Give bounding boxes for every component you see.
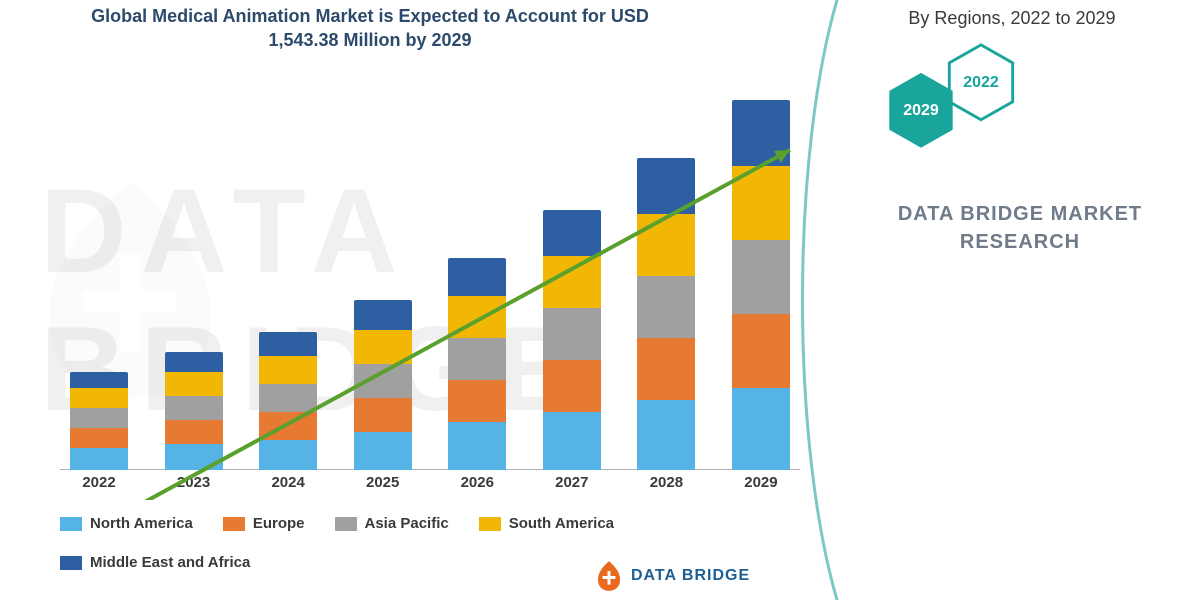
- bar-segment: [448, 338, 506, 380]
- hex-badge-2029: 2029: [885, 70, 957, 152]
- bar-column: [354, 300, 412, 470]
- x-axis-label: 2027: [543, 474, 601, 500]
- bar-segment: [543, 210, 601, 256]
- legend-item: Asia Pacific: [335, 515, 449, 532]
- brand-line-2: RESEARCH: [960, 231, 1080, 253]
- footer-logo-icon: [595, 560, 623, 592]
- bar-segment: [543, 256, 601, 308]
- bar-segment: [70, 372, 128, 388]
- bar-segment: [637, 214, 695, 276]
- legend-item: Middle East and Africa: [60, 554, 250, 571]
- bar-segment: [354, 432, 412, 470]
- bar-segment: [259, 440, 317, 470]
- brand-label: DATA BRIDGE MARKET RESEARCH: [870, 200, 1170, 256]
- bar-segment: [354, 364, 412, 398]
- bar-segment: [354, 300, 412, 330]
- legend-item: North America: [60, 515, 193, 532]
- hex-badge-label: 2029: [903, 102, 939, 120]
- bar-segment: [165, 372, 223, 396]
- brand-line-1: DATA BRIDGE MARKET: [898, 203, 1142, 225]
- bar-segment: [165, 352, 223, 372]
- figure-canvas: DATA BRIDGE Global Medical Animation Mar…: [0, 0, 1200, 600]
- bar-segment: [732, 166, 790, 240]
- x-axis-label: 2025: [354, 474, 412, 500]
- bar-segment: [259, 356, 317, 384]
- bar-column: [448, 258, 506, 470]
- bar-segment: [165, 396, 223, 420]
- chart-subtitle: By Regions, 2022 to 2029: [842, 8, 1182, 29]
- bar-column: [165, 352, 223, 470]
- legend-swatch: [60, 517, 82, 531]
- bar-segment: [543, 412, 601, 470]
- bars-container: [60, 70, 800, 470]
- footer-brand-text: DATA BRIDGE: [631, 567, 750, 585]
- x-axis-label: 2024: [259, 474, 317, 500]
- bar-segment: [165, 444, 223, 470]
- x-axis-label: 2026: [448, 474, 506, 500]
- bar-column: [543, 210, 601, 470]
- bar-segment: [637, 158, 695, 214]
- legend-swatch: [479, 517, 501, 531]
- stacked-bar-chart: 2022 2023 2024 2025 2026 2027 2028 2029: [60, 70, 800, 500]
- bar-column: [70, 372, 128, 470]
- legend-label: Asia Pacific: [365, 515, 449, 532]
- x-axis-labels: 2022 2023 2024 2025 2026 2027 2028 2029: [60, 474, 800, 500]
- bar-segment: [543, 360, 601, 412]
- bar-segment: [637, 276, 695, 338]
- bar-segment: [637, 400, 695, 470]
- hex-badge-label: 2022: [963, 74, 999, 92]
- legend-label: Middle East and Africa: [90, 554, 250, 571]
- legend-label: North America: [90, 515, 193, 532]
- bar-segment: [732, 388, 790, 470]
- x-axis-label: 2028: [637, 474, 695, 500]
- bar-segment: [732, 314, 790, 388]
- bar-segment: [354, 398, 412, 432]
- x-axis-label: 2022: [70, 474, 128, 500]
- bar-segment: [732, 240, 790, 314]
- legend-swatch: [223, 517, 245, 531]
- legend-swatch: [335, 517, 357, 531]
- legend-item: South America: [479, 515, 614, 532]
- bar-segment: [448, 258, 506, 296]
- bar-segment: [448, 380, 506, 422]
- bar-segment: [259, 384, 317, 412]
- bar-segment: [70, 428, 128, 448]
- x-axis-label: 2029: [732, 474, 790, 500]
- bar-segment: [448, 296, 506, 338]
- bar-column: [259, 332, 317, 470]
- legend-item: Europe: [223, 515, 305, 532]
- legend-label: Europe: [253, 515, 305, 532]
- bar-column: [732, 100, 790, 470]
- bar-segment: [259, 332, 317, 356]
- footer-logo: DATA BRIDGE: [595, 560, 750, 592]
- x-axis-label: 2023: [165, 474, 223, 500]
- bar-segment: [448, 422, 506, 470]
- bar-segment: [354, 330, 412, 364]
- bar-segment: [70, 388, 128, 408]
- chart-title: Global Medical Animation Market is Expec…: [90, 4, 650, 53]
- bar-segment: [70, 448, 128, 470]
- bar-segment: [259, 412, 317, 440]
- bar-segment: [543, 308, 601, 360]
- bar-segment: [732, 100, 790, 166]
- bar-segment: [165, 420, 223, 444]
- bar-column: [637, 158, 695, 470]
- legend-label: South America: [509, 515, 614, 532]
- bar-segment: [70, 408, 128, 428]
- legend-swatch: [60, 556, 82, 570]
- bar-segment: [637, 338, 695, 400]
